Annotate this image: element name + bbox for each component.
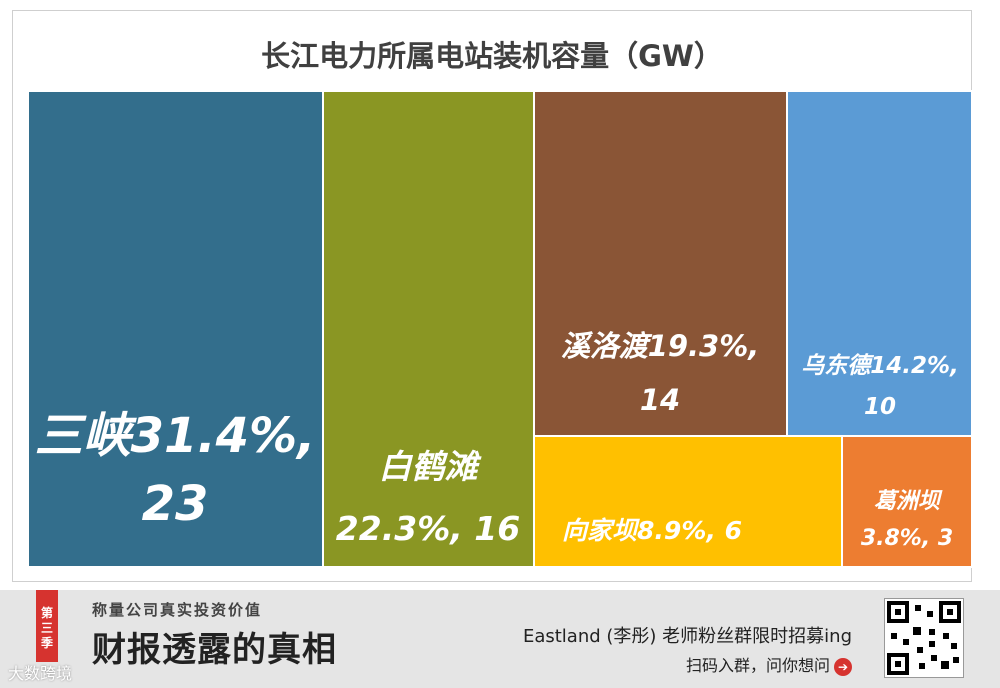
label-line: 23	[142, 476, 209, 532]
promo-line-2[interactable]: 扫码入群，问你想问 ➔	[686, 652, 852, 676]
watermark: 大数跨境	[8, 664, 73, 683]
tile-gezhouba	[841, 435, 973, 568]
label-line: 向家坝8.9%, 6	[562, 516, 742, 545]
tile-xiangjiaba	[533, 435, 843, 568]
footer-big-title: 财报透露的真相	[92, 630, 337, 670]
season-ribbon: 第三季	[36, 590, 58, 662]
label-line: 葛洲坝	[874, 489, 943, 514]
label-line: 3.8%, 3	[861, 526, 953, 551]
tile-baihetan	[322, 90, 535, 568]
label-line: 22.3%, 16	[336, 509, 520, 548]
label-line: 14	[640, 383, 680, 417]
promo-line-2-text: 扫码入群，问你想问	[685, 656, 830, 675]
label-line: 白鹤滩	[379, 447, 483, 486]
label-wudongde: 乌东德14.2%, 10	[801, 353, 959, 420]
label-xiluodu: 溪洛渡19.3%, 14	[561, 329, 760, 417]
tile-wudongde	[786, 90, 973, 437]
label-baihetan: 白鹤滩 22.3%, 16	[336, 447, 520, 548]
qr-code-icon	[884, 598, 964, 678]
footer-subtitle: 称量公司真实投资价值	[92, 601, 263, 619]
tile-xiluodu	[533, 90, 788, 437]
label-line: 溪洛渡19.3%,	[561, 329, 760, 363]
label-gezhouba: 葛洲坝 3.8%, 3	[861, 489, 953, 551]
label-line: 乌东德14.2%,	[801, 353, 959, 379]
label-line: 10	[864, 394, 896, 420]
label-xiangjiaba: 向家坝8.9%, 6	[562, 516, 742, 545]
arrow-right-icon: ➔	[834, 657, 852, 676]
treemap: 三峡31.4%, 23 白鹤滩 22.3%, 16 溪洛渡19.3%, 14 乌东德1…	[27, 90, 973, 568]
label-line: 三峡31.4%,	[35, 408, 316, 464]
label-sanxia: 三峡31.4%, 23	[35, 408, 316, 532]
tile-sanxia	[27, 90, 324, 568]
chart-title: 长江电力所属电站装机容量（GW）	[261, 39, 723, 73]
promo-line-1: Eastland (李彤) 老师粉丝群限时招募ing	[522, 626, 852, 647]
footer-banner	[0, 590, 1000, 688]
